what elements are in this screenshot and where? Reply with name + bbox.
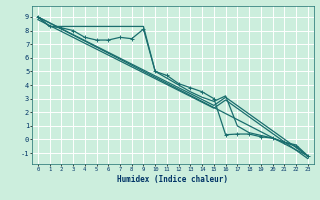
- X-axis label: Humidex (Indice chaleur): Humidex (Indice chaleur): [117, 175, 228, 184]
